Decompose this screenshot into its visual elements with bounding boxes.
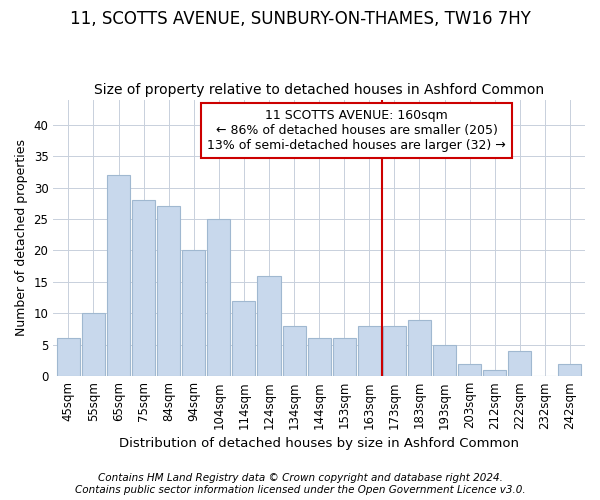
Bar	[132, 200, 155, 376]
Bar	[408, 320, 431, 376]
Bar	[559, 364, 581, 376]
Bar	[82, 314, 105, 376]
Text: Contains HM Land Registry data © Crown copyright and database right 2024.
Contai: Contains HM Land Registry data © Crown c…	[74, 474, 526, 495]
Bar	[383, 326, 406, 376]
Bar	[332, 338, 356, 376]
Bar	[508, 351, 532, 376]
X-axis label: Distribution of detached houses by size in Ashford Common: Distribution of detached houses by size …	[119, 437, 519, 450]
Text: 11, SCOTTS AVENUE, SUNBURY-ON-THAMES, TW16 7HY: 11, SCOTTS AVENUE, SUNBURY-ON-THAMES, TW…	[70, 10, 530, 28]
Bar	[308, 338, 331, 376]
Bar	[358, 326, 381, 376]
Bar	[257, 276, 281, 376]
Bar	[458, 364, 481, 376]
Text: 11 SCOTTS AVENUE: 160sqm
← 86% of detached houses are smaller (205)
13% of semi-: 11 SCOTTS AVENUE: 160sqm ← 86% of detach…	[208, 109, 506, 152]
Bar	[57, 338, 80, 376]
Bar	[182, 250, 205, 376]
Bar	[483, 370, 506, 376]
Bar	[232, 300, 256, 376]
Bar	[207, 219, 230, 376]
Bar	[107, 175, 130, 376]
Bar	[433, 344, 456, 376]
Bar	[157, 206, 180, 376]
Title: Size of property relative to detached houses in Ashford Common: Size of property relative to detached ho…	[94, 83, 544, 97]
Y-axis label: Number of detached properties: Number of detached properties	[15, 140, 28, 336]
Bar	[283, 326, 305, 376]
